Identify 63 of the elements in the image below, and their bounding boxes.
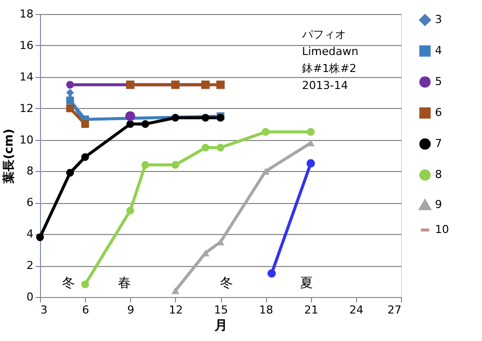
y-tick-label: 2 bbox=[26, 259, 34, 272]
point bbox=[262, 128, 270, 136]
point bbox=[126, 206, 134, 214]
y-tick-label: 14 bbox=[20, 70, 34, 84]
point bbox=[202, 114, 210, 122]
x-tick-label: 6 bbox=[82, 304, 90, 316]
point bbox=[36, 233, 44, 242]
y-tick-label: 8 bbox=[26, 164, 34, 178]
y-tick-label: 16 bbox=[20, 38, 34, 52]
annotation: 春 bbox=[118, 276, 131, 291]
annotation: 夏 bbox=[300, 276, 313, 291]
point bbox=[81, 153, 89, 161]
annotation: Limedawn bbox=[302, 45, 358, 58]
point bbox=[141, 120, 150, 128]
x-tick-label: 3 bbox=[40, 304, 48, 316]
x-tick-label: 27 bbox=[388, 304, 402, 316]
point bbox=[126, 80, 134, 89]
point bbox=[216, 144, 224, 152]
point bbox=[66, 80, 74, 89]
annotation: 冬 bbox=[220, 276, 233, 291]
point bbox=[306, 128, 315, 136]
y-tick-label: 12 bbox=[20, 102, 34, 115]
x-tick-label: 15 bbox=[214, 304, 228, 316]
legend-label: 6 bbox=[435, 106, 442, 119]
legend-label: 7 bbox=[435, 137, 442, 150]
point bbox=[216, 80, 225, 89]
legend-label: 3 bbox=[435, 13, 442, 26]
x-tick-label: 18 bbox=[259, 304, 274, 316]
point bbox=[172, 114, 180, 122]
point bbox=[306, 159, 315, 168]
point bbox=[267, 269, 276, 278]
x-tick-label: 9 bbox=[127, 304, 134, 316]
annotation: 鉢#1株#2 bbox=[302, 62, 356, 75]
legend-label: 4 bbox=[435, 44, 442, 57]
legend-label: 8 bbox=[435, 168, 442, 181]
y-tick-label: 18 bbox=[20, 8, 34, 20]
point bbox=[141, 161, 150, 169]
legend-label: 9 bbox=[435, 198, 442, 211]
point bbox=[171, 80, 180, 89]
y-tick-label: 6 bbox=[26, 196, 34, 210]
point bbox=[66, 88, 74, 96]
y-tick-label: 10 bbox=[20, 133, 34, 146]
point bbox=[125, 111, 136, 122]
y-axis-title: 葉長(cm) bbox=[2, 128, 16, 184]
legend-label: 5 bbox=[435, 75, 442, 88]
point bbox=[202, 144, 210, 152]
point bbox=[66, 104, 74, 112]
legend-label: 10 bbox=[435, 223, 449, 236]
point bbox=[172, 161, 180, 169]
annotation: 2013-14 bbox=[302, 79, 348, 92]
y-tick-label: 4 bbox=[26, 228, 34, 241]
y-tick-label: 0 bbox=[26, 290, 34, 304]
point bbox=[126, 120, 134, 128]
x-axis-title: 月 bbox=[214, 318, 228, 334]
x-tick-label: 24 bbox=[349, 304, 364, 316]
x-tick-label: 21 bbox=[304, 304, 318, 316]
x-tick-label: 12 bbox=[168, 304, 183, 316]
point bbox=[172, 287, 180, 294]
point bbox=[262, 168, 270, 175]
annotation: 冬 bbox=[62, 276, 75, 291]
point bbox=[66, 168, 74, 177]
annotation: パフィオ bbox=[301, 28, 346, 41]
point bbox=[81, 280, 89, 288]
